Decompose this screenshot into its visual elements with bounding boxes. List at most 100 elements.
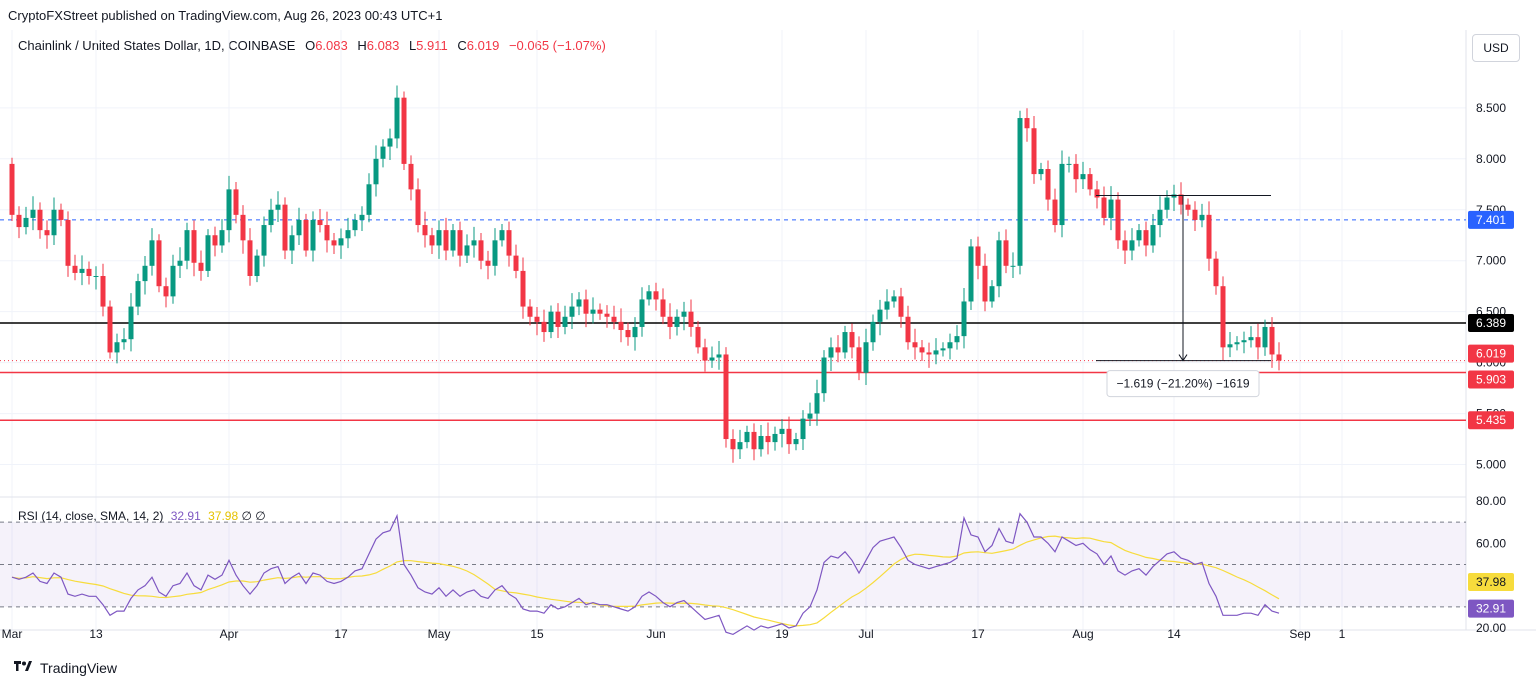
candle-body xyxy=(527,306,533,317)
candle-body xyxy=(1248,337,1254,341)
time-tick-label: May xyxy=(428,627,451,641)
candle-body xyxy=(184,230,190,261)
candle-body xyxy=(429,235,435,246)
candle-body xyxy=(422,225,428,236)
candle-body xyxy=(597,309,603,314)
candle-body xyxy=(345,230,351,239)
time-tick-label: Sep xyxy=(1289,627,1311,641)
measure-tool[interactable]: −1.619 (−21.20%) −1619 xyxy=(1096,194,1271,398)
candle-body xyxy=(1066,163,1072,165)
candle-body xyxy=(506,230,512,256)
candle-body xyxy=(1038,169,1044,175)
candle-body xyxy=(387,138,393,147)
candle-body xyxy=(128,306,134,340)
candle-body xyxy=(653,291,659,300)
measure-label-box xyxy=(1106,370,1260,398)
candle-body xyxy=(632,326,638,338)
time-tick-label: Mar xyxy=(2,627,23,641)
price-axis[interactable]: 8.5008.0007.5007.0006.5006.0005.5005.000… xyxy=(1476,101,1506,635)
candle-body xyxy=(303,219,309,251)
candle-body xyxy=(338,238,344,246)
candle-body xyxy=(583,299,589,314)
candle-body xyxy=(163,286,169,297)
price-tick-label: 8.000 xyxy=(1476,152,1506,166)
symbol-legend: Chainlink / United States Dollar, 1D, CO… xyxy=(18,38,606,53)
candle-body xyxy=(247,240,253,276)
candle-body xyxy=(1101,197,1107,218)
candle-body xyxy=(1094,189,1100,198)
currency-button[interactable]: USD xyxy=(1472,34,1520,62)
candle-body xyxy=(842,332,848,353)
candle-body xyxy=(590,309,596,314)
candle-body xyxy=(870,321,876,343)
candle-body xyxy=(814,393,820,414)
candle-body xyxy=(884,301,890,310)
candle-body xyxy=(863,342,869,373)
candle-body xyxy=(737,442,743,450)
candle-body xyxy=(772,433,778,443)
candle-body xyxy=(618,321,624,331)
footer-brand[interactable]: TradingView xyxy=(12,660,117,676)
candle-body xyxy=(373,158,379,185)
candle-body xyxy=(1136,230,1142,241)
candle-body xyxy=(1227,344,1233,348)
candle-body xyxy=(1115,199,1121,241)
candle-body xyxy=(1024,118,1030,129)
rsi-line xyxy=(11,512,1280,636)
candle-body xyxy=(30,209,36,218)
time-axis[interactable]: Mar 13 Apr 17 May 15 Jun 19 Jul 17 Aug 14 Sep 1 xyxy=(2,627,1346,641)
time-tick-label: 13 xyxy=(89,627,103,641)
candle-body xyxy=(793,439,799,445)
candle-body xyxy=(555,311,561,327)
candle-body xyxy=(268,209,274,226)
rsi-tick-label: 80.00 xyxy=(1476,494,1506,508)
candle-body xyxy=(926,352,932,355)
candle-body xyxy=(940,348,946,351)
candle-body xyxy=(807,413,813,419)
candle-body xyxy=(170,265,176,297)
candle-body xyxy=(177,260,183,266)
candle-body xyxy=(1143,230,1149,246)
candle-body xyxy=(219,230,225,246)
candle-body xyxy=(1171,194,1177,198)
candle-body xyxy=(107,306,113,353)
time-tick-label: Jul xyxy=(858,627,873,641)
candle-body xyxy=(1276,354,1282,361)
candle-body xyxy=(625,330,631,338)
candle-body xyxy=(520,270,526,307)
candle-body xyxy=(779,428,785,434)
candle-body xyxy=(933,350,939,355)
price-tag-label: 6.019 xyxy=(1476,347,1506,361)
candle-body xyxy=(471,240,477,246)
candle-body xyxy=(758,435,764,450)
symbol-name: Chainlink / United States Dollar, 1D, CO… xyxy=(18,38,296,53)
candle-body xyxy=(905,316,911,343)
price-tag-label: 7.401 xyxy=(1476,213,1506,227)
candle-body xyxy=(415,189,421,226)
candle-body xyxy=(947,342,953,349)
candle-body xyxy=(562,316,568,327)
candle-body xyxy=(408,163,414,190)
rsi-legend-label: RSI (14, close, SMA, 14, 2) xyxy=(18,509,164,523)
candle-body xyxy=(646,291,652,300)
time-tick-label: Aug xyxy=(1072,627,1093,641)
candle-body xyxy=(282,204,288,251)
candle-body xyxy=(149,240,155,266)
candle-body xyxy=(310,219,316,251)
candle-body xyxy=(828,347,834,358)
candle-body xyxy=(394,97,400,139)
candle-body xyxy=(1122,240,1128,251)
candle-body xyxy=(156,240,162,287)
time-tick-label: Apr xyxy=(220,627,239,641)
candle-body xyxy=(996,240,1002,287)
candle-body xyxy=(401,97,407,164)
candle-body xyxy=(891,296,897,302)
candle-body xyxy=(569,306,575,317)
candle-body xyxy=(275,204,281,210)
rsi-tag-label: 37.98 xyxy=(1476,575,1506,589)
time-tick-label: 14 xyxy=(1167,627,1181,641)
candle-body xyxy=(450,230,456,251)
candle-body xyxy=(898,296,904,317)
candle-body xyxy=(716,354,722,358)
